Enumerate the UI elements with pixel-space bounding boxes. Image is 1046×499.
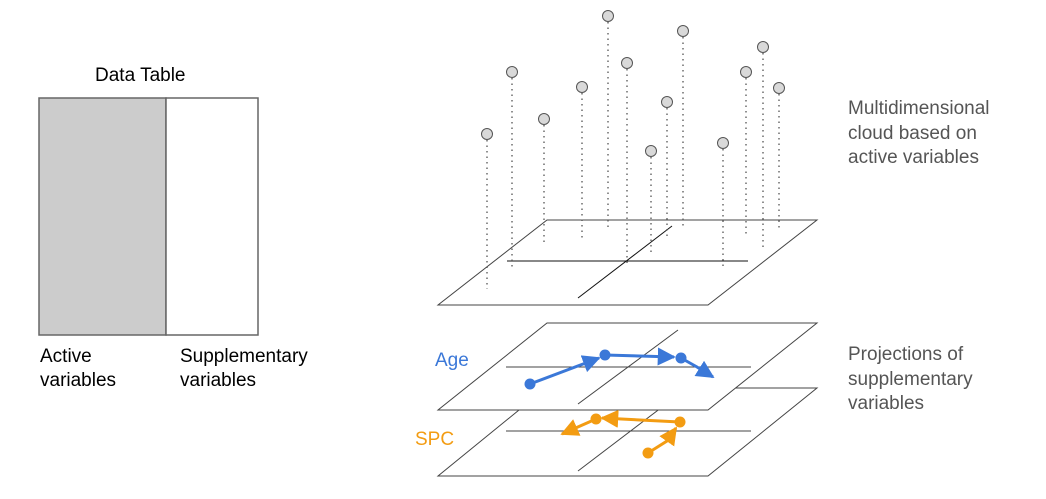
age-points (524, 349, 687, 390)
cloud-point (677, 25, 689, 37)
cloud-plane-diagonal-axis (577, 225, 673, 299)
cloud-point (740, 66, 752, 78)
cloud-plane (436, 219, 819, 306)
cloud-point (757, 41, 769, 53)
supplementary-variables-block (165, 97, 259, 336)
cloud-point (506, 66, 518, 78)
age-point (675, 352, 687, 364)
spc-points (590, 413, 686, 459)
projections-description: Projections of supplementary variables (848, 344, 973, 415)
supplementary-variables-label: Supplementary variables (180, 346, 308, 391)
spc-trajectory (560, 409, 681, 455)
cloud-description: Multidimensional cloud based on active v… (848, 98, 990, 169)
cloud-point (645, 145, 657, 157)
cloud-point (576, 81, 588, 93)
spc-point (590, 413, 602, 425)
cloud-points (481, 10, 785, 157)
cloud-point (621, 57, 633, 69)
age-trajectory (529, 347, 715, 386)
age-point (524, 378, 536, 390)
cloud-point (717, 137, 729, 149)
age-label: Age (435, 350, 469, 371)
cloud-point (538, 113, 550, 125)
data-table (38, 97, 259, 336)
cloud-point (481, 128, 493, 140)
active-variables-label: Active variables (40, 346, 117, 391)
active-variables-block (38, 97, 167, 336)
cloud-plane-outline (436, 219, 819, 306)
age-plane-diagonal-axis (577, 329, 679, 405)
spc-point (674, 416, 686, 428)
data-table-title: Data Table (95, 65, 186, 86)
cloud-stems (486, 22, 780, 289)
spc-label: SPC (415, 429, 455, 450)
age-point (599, 349, 611, 361)
cloud-point (773, 82, 785, 94)
cloud-point (661, 96, 673, 108)
spc-point (642, 447, 654, 459)
cloud-point (602, 10, 614, 22)
